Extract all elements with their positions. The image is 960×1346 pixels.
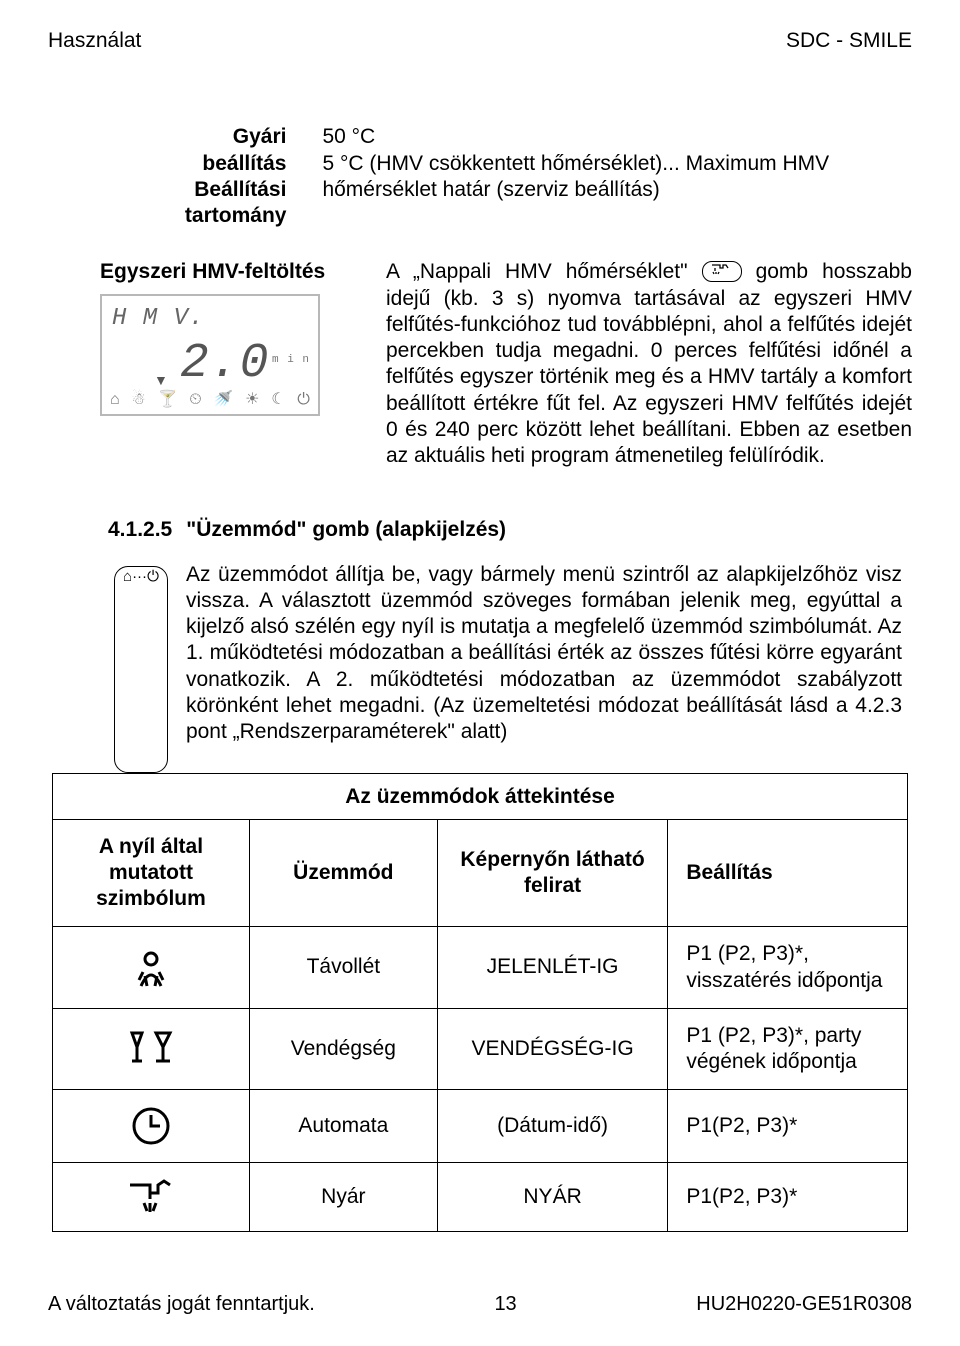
page-footer: A változtatás jogát fenntartjuk. 13 HU2H…: [48, 1292, 912, 1317]
table-row: Automata (Dátum-idő) P1(P2, P3)*: [53, 1090, 907, 1163]
setting-cell: P1 (P2, P3)*, party végének időpontja: [668, 1008, 907, 1090]
icon-away-icon: ☃: [131, 390, 145, 410]
icon-clock-icon: ⏲: [189, 390, 201, 410]
icon-party-icon: 🍸: [158, 390, 178, 410]
single-load-body: A „Nappali HMV hőmérséklet" gomb hosszab…: [386, 259, 912, 469]
body-pre: A „Nappali HMV hőmérséklet": [386, 260, 702, 283]
setting-cell: P1 (P2, P3)*, visszatérés időpontja: [668, 927, 907, 1009]
screen-cell: VENDÉGSÉG-IG: [437, 1008, 668, 1090]
footer-right: HU2H0220-GE51R0308: [696, 1292, 912, 1317]
th-screen: Képernyőn látható felirat: [437, 819, 668, 927]
mode-cell: Távollét: [249, 927, 437, 1009]
pill-right-icon: ⏻: [147, 568, 159, 585]
symbol-party-icon: [53, 1008, 249, 1090]
icon-suitcase-icon: ⌂: [110, 390, 120, 410]
display-triangle-icon: ▼: [154, 372, 168, 390]
single-load-title: Egyszeri HMV-feltöltés: [100, 259, 350, 285]
table-row: Nyár NYÁR P1(P2, P3)*: [53, 1163, 907, 1232]
screen-cell: NYÁR: [437, 1163, 668, 1232]
label-range: Beállítási tartomány: [148, 177, 286, 230]
page-header: Használat SDC - SMILE: [48, 28, 912, 54]
icon-tap-icon: 🚿: [213, 390, 233, 410]
icon-power-icon: ⏻: [297, 390, 310, 410]
section-title: "Üzemmód" gomb (alapkijelzés): [186, 517, 506, 543]
value-factory: 50 °C: [322, 124, 912, 150]
header-right: SDC - SMILE: [786, 28, 912, 54]
single-load-block: Egyszeri HMV-feltöltés H M V. 2.0 m i n …: [100, 259, 912, 469]
mode-button-icon: ⌂···⏻: [114, 566, 168, 774]
setting-cell: P1(P2, P3)*: [668, 1163, 907, 1232]
symbol-clock-icon: [53, 1090, 249, 1163]
th-symbol: A nyíl által mutatott szimbólum: [53, 819, 249, 927]
display-number: 2.0: [180, 334, 269, 394]
footer-left: A változtatás jogát fenntartjuk.: [48, 1292, 315, 1317]
section-number: 4.1.2.5: [108, 517, 172, 543]
footer-center: 13: [494, 1292, 516, 1317]
display-line1: H M V.: [112, 304, 204, 334]
body-post: gomb hosszabb idejű (kb. 3 s) nyomva tar…: [386, 260, 912, 467]
tap-button-icon: [702, 261, 742, 282]
table-row: Vendégség VENDÉGSÉG-IG P1 (P2, P3)*, par…: [53, 1008, 907, 1090]
section-body-4125: Az üzemmódot állítja be, vagy bármely me…: [186, 562, 902, 746]
display-bottom-icons: ⌂ ☃ 🍸 ⏲ 🚿 ☀ ☾ ⏻: [110, 390, 310, 410]
factory-settings-block: Gyári beállítás Beállítási tartomány 50 …: [148, 124, 912, 229]
table-header-row: A nyíl által mutatott szimbólum Üzemmód …: [53, 819, 907, 927]
icon-moon-icon: ☾: [271, 390, 285, 410]
modes-table: Az üzemmódok áttekintése A nyíl által mu…: [52, 773, 908, 1232]
mode-cell: Automata: [249, 1090, 437, 1163]
screen-cell: (Dátum-idő): [437, 1090, 668, 1163]
label-factory: Gyári beállítás: [148, 124, 286, 177]
table-title: Az üzemmódok áttekintése: [53, 774, 907, 818]
symbol-summer-tap-icon: [53, 1163, 249, 1232]
pill-left-icon: ⌂: [123, 568, 132, 585]
header-left: Használat: [48, 28, 141, 54]
symbol-away-icon: [53, 927, 249, 1009]
section-heading-4125: 4.1.2.5 "Üzemmód" gomb (alapkijelzés): [108, 517, 912, 543]
display-unit: m i n: [272, 354, 310, 368]
setting-cell: P1(P2, P3)*: [668, 1090, 907, 1163]
mode-cell: Vendégség: [249, 1008, 437, 1090]
table-row: Távollét JELENLÉT-IG P1 (P2, P3)*, vissz…: [53, 927, 907, 1009]
th-mode: Üzemmód: [249, 819, 437, 927]
lcd-display: H M V. 2.0 m i n ▼ ⌂ ☃ 🍸 ⏲ 🚿 ☀ ☾ ⏻: [100, 294, 320, 416]
mode-cell: Nyár: [249, 1163, 437, 1232]
screen-cell: JELENLÉT-IG: [437, 927, 668, 1009]
value-range: 5 °C (HMV csökkentett hőmérséklet)... Ma…: [322, 151, 912, 204]
icon-sun-icon: ☀: [245, 390, 259, 410]
th-setting: Beállítás: [668, 819, 907, 927]
